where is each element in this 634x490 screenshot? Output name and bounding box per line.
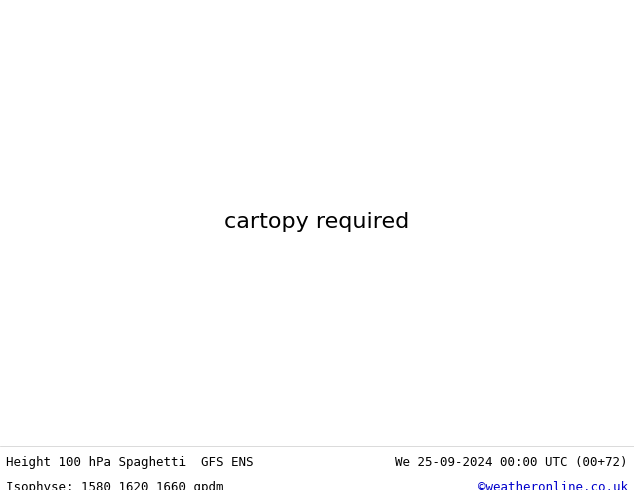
Text: Height 100 hPa Spaghetti  GFS ENS: Height 100 hPa Spaghetti GFS ENS: [6, 456, 254, 469]
Text: ©weatheronline.co.uk: ©weatheronline.co.uk: [477, 481, 628, 490]
Text: Isophyse: 1580 1620 1660 gpdm: Isophyse: 1580 1620 1660 gpdm: [6, 481, 224, 490]
Text: cartopy required: cartopy required: [224, 213, 410, 232]
Text: We 25-09-2024 00:00 UTC (00+72): We 25-09-2024 00:00 UTC (00+72): [395, 456, 628, 469]
